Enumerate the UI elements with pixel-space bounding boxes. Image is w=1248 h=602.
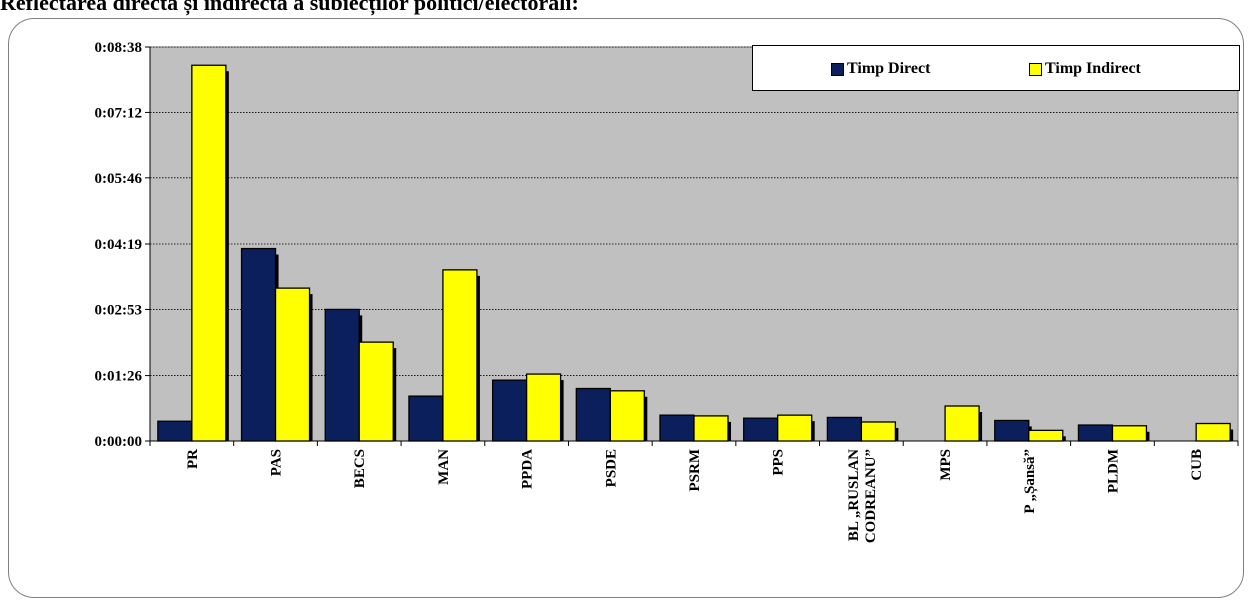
chart-title: Reflectarea directă și indirectă a subie… — [0, 0, 579, 15]
bar-direct — [157, 420, 193, 442]
x-tick-label-line: PLDM — [1105, 449, 1121, 493]
x-tick-label: PLDM — [1105, 449, 1121, 493]
bar-direct — [1077, 424, 1114, 442]
x-tick-label: PPDA — [520, 449, 536, 489]
y-tick-label: 0:08:38 — [95, 40, 143, 56]
legend-swatch-direct — [831, 62, 844, 76]
bar-direct — [491, 379, 528, 442]
x-tick-label: PSRM — [687, 449, 703, 492]
x-tick-label-line: P „Șansă” — [1022, 449, 1038, 514]
y-tick-label: 0:05:46 — [95, 171, 143, 187]
x-tick-label: PR — [185, 449, 201, 469]
bar-indirect — [860, 421, 897, 442]
bar-indirect — [777, 414, 813, 442]
legend-label-direct: Timp Direct — [847, 60, 931, 77]
x-axis: PR PAS BECS MAN PPDA PSDE PSRM PPS BL „RUSLANCOD… — [149, 441, 1239, 543]
bar-indirect — [693, 415, 729, 442]
bar-direct — [240, 247, 277, 442]
legend-label-indirect: Timp Indirect — [1045, 60, 1141, 77]
legend-swatch-indirect — [1029, 62, 1042, 76]
y-tick-label: 0:07:12 — [95, 105, 143, 121]
x-tick-label-line: CODREANU” — [863, 449, 879, 543]
bar-indirect — [274, 287, 311, 442]
legend-item-direct: Timp Direct — [831, 60, 930, 78]
x-tick-label: MPS — [938, 449, 954, 481]
x-tick-label-line: PSRM — [687, 449, 703, 492]
bar-direct — [994, 419, 1030, 442]
bar-indirect — [1111, 425, 1148, 442]
bar-direct — [575, 387, 611, 442]
x-tick-label-line: BL „RUSLAN — [846, 449, 862, 541]
y-tick-label: 0:04:19 — [95, 237, 143, 253]
x-tick-label: PPS — [771, 449, 787, 476]
x-tick-label-line: BECS — [352, 449, 368, 488]
bar-indirect — [944, 405, 980, 442]
x-tick-label-line: PAS — [269, 449, 285, 476]
bar-direct — [826, 416, 863, 442]
legend: Timp Direct Timp Indirect — [752, 45, 1240, 91]
x-tick-label-line: PSDE — [603, 449, 619, 487]
x-tick-label-line: MAN — [436, 449, 452, 485]
x-tick-label: BECS — [352, 449, 368, 488]
legend-item-indirect: Timp Indirect — [1029, 60, 1141, 78]
bar-indirect — [442, 269, 478, 442]
bars — [157, 64, 1234, 442]
x-tick-label-line: CUB — [1189, 449, 1205, 481]
x-tick-label: PAS — [269, 449, 285, 476]
x-tick-label: P „Șansă” — [1022, 449, 1038, 514]
x-tick-label: BL „RUSLANCODREANU” — [846, 449, 879, 543]
bar-direct — [743, 417, 779, 442]
x-tick-label: MAN — [436, 449, 452, 485]
bar-indirect — [191, 64, 227, 442]
bar-indirect — [609, 390, 645, 442]
bar-indirect — [1195, 422, 1231, 442]
x-tick-label-line: MPS — [938, 449, 954, 481]
bar-indirect — [525, 373, 562, 442]
y-tick-label: 0:00:00 — [95, 434, 143, 450]
y-axis: 0:00:00 0:01:26 0:02:53 0:04:19 0:05:46 0:07:… — [95, 40, 1238, 450]
bar-direct — [324, 308, 360, 442]
x-tick-label: CUB — [1189, 449, 1205, 481]
bar-direct — [408, 395, 444, 442]
y-tick-label: 0:01:26 — [95, 369, 143, 385]
bar-direct — [659, 414, 695, 442]
x-tick-label: PSDE — [603, 449, 619, 487]
bar-indirect — [358, 341, 394, 442]
x-tick-label-line: PPDA — [520, 449, 536, 489]
x-tick-label-line: PR — [185, 449, 201, 469]
y-tick-label: 0:02:53 — [95, 302, 143, 318]
x-tick-label-line: PPS — [771, 449, 787, 476]
bar-indirect — [1028, 429, 1064, 442]
